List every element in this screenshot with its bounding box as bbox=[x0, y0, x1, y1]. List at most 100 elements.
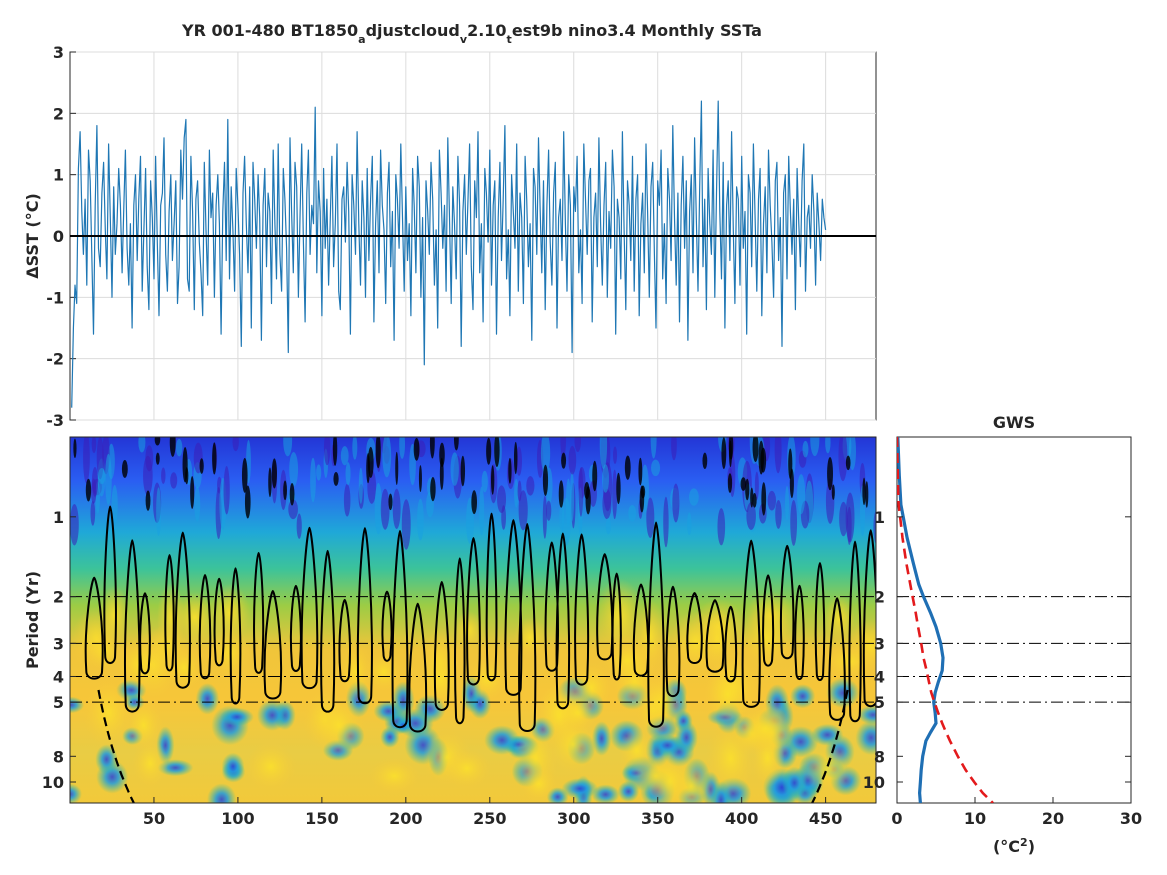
significance-contour bbox=[555, 532, 571, 710]
significance-contour bbox=[574, 533, 590, 686]
significance-contour bbox=[271, 458, 277, 489]
wavelet-x-tick-label: 350 bbox=[641, 809, 674, 828]
significance-contour bbox=[779, 544, 795, 660]
timeseries-y-tick-label: 2 bbox=[53, 104, 64, 123]
power-minimum bbox=[561, 778, 598, 799]
power-minimum bbox=[221, 752, 245, 780]
timeseries-y-tick-label: -1 bbox=[46, 288, 64, 307]
significance-contour bbox=[761, 482, 767, 516]
high-frequency-streak bbox=[343, 483, 351, 517]
high-frequency-streak bbox=[775, 499, 782, 529]
high-frequency-streak bbox=[802, 440, 809, 458]
significance-contour bbox=[381, 590, 393, 662]
significance-contour bbox=[762, 574, 775, 667]
wavelet-power-texture bbox=[70, 437, 876, 803]
significance-contour bbox=[831, 484, 835, 500]
significance-contour bbox=[740, 477, 747, 491]
significance-contour bbox=[453, 437, 459, 451]
high-frequency-streak bbox=[516, 446, 522, 476]
wavelet-axes-box bbox=[69, 436, 877, 804]
high-frequency-streak bbox=[767, 490, 777, 511]
high-frequency-streak bbox=[161, 467, 166, 484]
high-frequency-streak bbox=[83, 437, 90, 484]
high-frequency-streak bbox=[646, 497, 655, 539]
wavelet-panel: 50 100 150 200 250 300 350 400 450 1 2 3 4 5 8 10 Peri… bbox=[23, 436, 877, 828]
significance-contour bbox=[244, 485, 251, 519]
high-frequency-streak bbox=[873, 511, 876, 544]
power-maximum bbox=[618, 727, 656, 774]
significance-contour bbox=[332, 437, 338, 466]
significance-contour bbox=[828, 597, 846, 721]
high-frequency-streak bbox=[746, 502, 756, 530]
wavelet-y-axis-label: Period (Yr) bbox=[23, 571, 42, 669]
power-minimum bbox=[855, 720, 876, 756]
significance-contour bbox=[486, 437, 492, 465]
power-minimum bbox=[675, 720, 698, 755]
high-frequency-streak bbox=[417, 498, 424, 541]
high-frequency-streak bbox=[345, 462, 351, 486]
significance-contour bbox=[494, 437, 500, 467]
significance-contour bbox=[632, 583, 650, 677]
high-frequency-streak bbox=[574, 437, 582, 452]
power-minimum bbox=[857, 705, 876, 725]
timeseries-y-axis-label: ΔSST (°C) bbox=[23, 193, 42, 279]
significance-contour bbox=[121, 460, 128, 478]
wavelet-y-tick-label: 10 bbox=[42, 773, 64, 792]
significance-contour bbox=[229, 567, 242, 705]
power-minimum bbox=[782, 766, 807, 800]
wavelet-y-tick-label: 3 bbox=[53, 634, 64, 653]
significance-contour bbox=[638, 457, 643, 486]
power-maximum bbox=[132, 739, 169, 788]
high-frequency-streak bbox=[323, 437, 331, 466]
high-frequency-streak bbox=[602, 488, 612, 520]
high-frequency-streak bbox=[613, 446, 618, 464]
significance-contour bbox=[558, 480, 564, 508]
chart-title: YR 001-480 BT1850adjustcloudv2.10test9b … bbox=[181, 21, 762, 46]
significance-contour bbox=[418, 465, 422, 493]
gws-x-axis-label: (°C2) bbox=[993, 836, 1035, 857]
power-maximum bbox=[466, 655, 509, 702]
significance-contour bbox=[544, 541, 559, 672]
significance-contour bbox=[865, 481, 869, 508]
high-frequency-streak bbox=[790, 499, 798, 546]
power-maximum bbox=[418, 646, 463, 713]
significance-contour bbox=[439, 442, 445, 467]
high-frequency-streak bbox=[310, 457, 316, 503]
high-frequency-streak bbox=[374, 482, 383, 535]
wavelet-x-tick-label: 50 bbox=[143, 809, 165, 828]
wavelet-x-tick-label: 200 bbox=[389, 809, 422, 828]
significance-contour bbox=[139, 592, 151, 675]
significance-contour bbox=[862, 477, 866, 506]
significance-contour bbox=[596, 553, 614, 661]
high-frequency-streak bbox=[479, 486, 485, 536]
significance-contour bbox=[429, 437, 435, 459]
high-frequency-streak bbox=[542, 495, 547, 539]
gws-x-tick-label: 30 bbox=[1120, 809, 1142, 828]
high-frequency-streak bbox=[628, 504, 637, 522]
high-frequency-streak bbox=[517, 480, 522, 502]
significance-contour bbox=[164, 554, 175, 672]
wavelet-x-ticks: 50 100 150 200 250 300 350 400 450 bbox=[143, 797, 842, 828]
significance-contour bbox=[611, 572, 622, 681]
significance-contour bbox=[155, 452, 160, 465]
high-frequency-streak bbox=[514, 478, 519, 508]
significance-contour bbox=[198, 573, 212, 680]
high-frequency-streak bbox=[232, 437, 239, 452]
high-frequency-streak bbox=[501, 505, 506, 530]
significance-contour bbox=[388, 493, 393, 511]
gws-axes-box bbox=[896, 436, 1132, 804]
significance-contour bbox=[145, 490, 151, 511]
significance-contour bbox=[752, 437, 759, 462]
power-minimum bbox=[257, 699, 288, 731]
power-maximum bbox=[800, 745, 856, 793]
significance-contour bbox=[848, 540, 862, 723]
high-frequency-streak bbox=[754, 471, 759, 501]
gws-red-noise-line bbox=[897, 437, 994, 803]
high-frequency-streak bbox=[561, 497, 571, 546]
high-frequency-streak bbox=[578, 467, 584, 517]
significance-contour bbox=[542, 464, 549, 496]
high-frequency-streak bbox=[194, 486, 201, 522]
wavelet-x-tick-label: 300 bbox=[557, 809, 590, 828]
significance-contour bbox=[724, 605, 738, 683]
gws-panel: GWS 0 10 20 30 1 2 3 4 5 8 10 (°C2) bbox=[863, 413, 1142, 856]
